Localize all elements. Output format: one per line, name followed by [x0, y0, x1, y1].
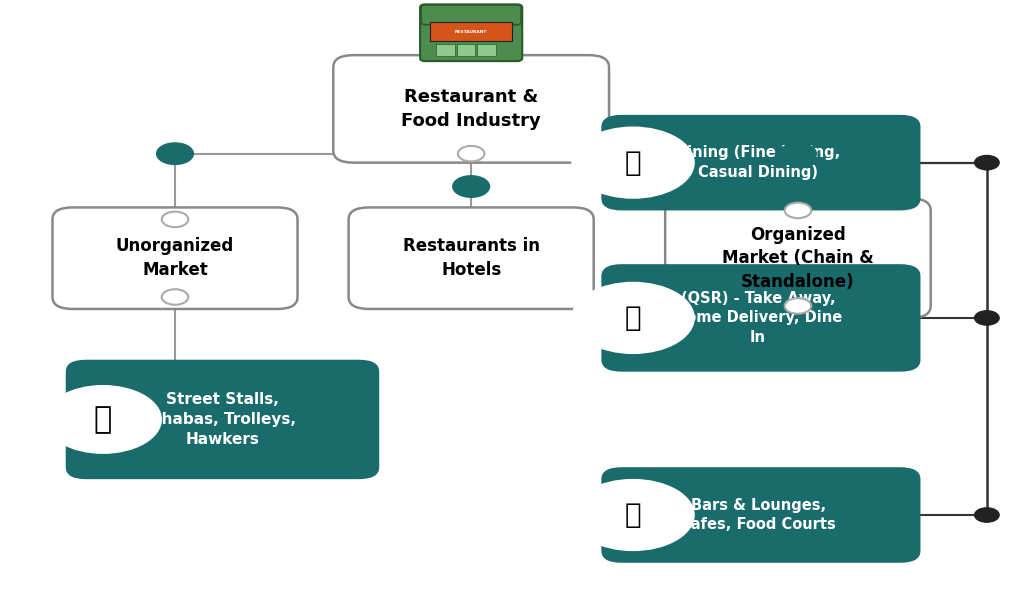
FancyBboxPatch shape: [457, 44, 475, 56]
Circle shape: [571, 479, 695, 551]
FancyBboxPatch shape: [601, 115, 921, 211]
Circle shape: [571, 282, 695, 354]
Circle shape: [975, 508, 999, 522]
Text: Dining (Fine Dining,
Casual Dining): Dining (Fine Dining, Casual Dining): [676, 145, 841, 180]
Circle shape: [162, 212, 188, 227]
FancyBboxPatch shape: [601, 264, 921, 371]
Text: Street Stalls,
Dhabas, Trolleys,
Hawkers: Street Stalls, Dhabas, Trolleys, Hawkers: [148, 392, 296, 447]
Circle shape: [779, 143, 816, 164]
FancyBboxPatch shape: [436, 44, 455, 56]
Text: Restaurant &
Food Industry: Restaurant & Food Industry: [401, 88, 541, 130]
Circle shape: [157, 143, 194, 164]
Circle shape: [975, 311, 999, 325]
Text: Organized
Market (Chain &
Standalone): Organized Market (Chain & Standalone): [722, 226, 873, 291]
FancyBboxPatch shape: [477, 44, 496, 56]
Circle shape: [44, 385, 162, 454]
FancyBboxPatch shape: [66, 360, 379, 479]
Text: RESTAURANT: RESTAURANT: [455, 30, 487, 34]
Circle shape: [453, 176, 489, 197]
Circle shape: [975, 155, 999, 170]
FancyBboxPatch shape: [52, 208, 298, 309]
Circle shape: [784, 203, 811, 218]
FancyBboxPatch shape: [430, 22, 512, 41]
FancyBboxPatch shape: [601, 467, 921, 563]
Text: 🍹: 🍹: [625, 501, 641, 529]
Text: Unorganized
Market: Unorganized Market: [116, 238, 234, 279]
Text: (QSR) - Take Away,
Home Delivery, Dine
In: (QSR) - Take Away, Home Delivery, Dine I…: [674, 290, 842, 345]
Text: 🛺: 🛺: [94, 405, 112, 434]
Circle shape: [162, 289, 188, 305]
Text: Bars & Lounges,
Cafes, Food Courts: Bars & Lounges, Cafes, Food Courts: [680, 497, 836, 532]
FancyBboxPatch shape: [333, 55, 609, 163]
Text: Restaurants in
Hotels: Restaurants in Hotels: [402, 238, 540, 279]
Circle shape: [458, 146, 484, 161]
Text: 🍽️: 🍽️: [625, 149, 641, 176]
FancyBboxPatch shape: [666, 199, 931, 318]
FancyBboxPatch shape: [420, 4, 522, 61]
Text: 🍕: 🍕: [625, 304, 641, 332]
Circle shape: [571, 127, 695, 199]
FancyBboxPatch shape: [348, 208, 594, 309]
Circle shape: [784, 298, 811, 314]
FancyBboxPatch shape: [421, 5, 521, 25]
